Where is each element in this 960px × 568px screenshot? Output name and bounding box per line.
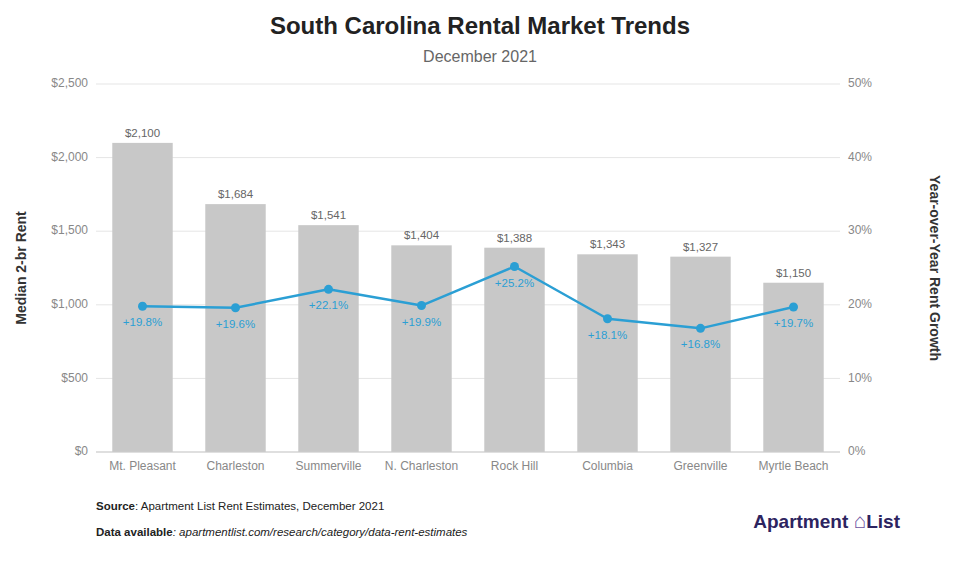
data-bold: Data available bbox=[96, 526, 173, 538]
bar-label: $1,684 bbox=[218, 188, 254, 200]
bar bbox=[577, 254, 637, 452]
line-label: +19.7% bbox=[774, 317, 813, 329]
grid-line bbox=[96, 84, 840, 85]
y2-tick-label: 30% bbox=[848, 223, 872, 237]
x-tick-label: Summerville bbox=[295, 459, 361, 473]
x-axis-line bbox=[96, 452, 840, 453]
data-labels: $2,100 $1,684 $1,541 $1,404 $1,388 $1,343 $1,3… bbox=[123, 127, 813, 350]
line-label: +18.1% bbox=[588, 329, 627, 341]
bar-label: $1,343 bbox=[590, 238, 625, 250]
bar-label: $2,100 bbox=[125, 127, 160, 139]
grid-line bbox=[96, 157, 840, 158]
y2-axis-label: Year-over-Year Rent Growth bbox=[927, 175, 943, 361]
line-marker bbox=[603, 314, 612, 323]
y2-tick-label: 20% bbox=[848, 297, 872, 311]
logo-part: Apartment bbox=[753, 511, 853, 532]
y2-tick-label: 40% bbox=[848, 150, 872, 164]
marks bbox=[112, 143, 823, 452]
line-label: +19.6% bbox=[216, 318, 255, 330]
subtitle: December 2021 bbox=[423, 48, 537, 65]
line-marker bbox=[696, 324, 705, 333]
line-label: +16.8% bbox=[681, 338, 720, 350]
source-bold: Source bbox=[96, 500, 135, 512]
y-tick-label: $1,000 bbox=[51, 297, 88, 311]
bar bbox=[112, 143, 172, 452]
source-text: : Apartment List Rent Estimates, Decembe… bbox=[135, 500, 384, 512]
x-tick-label: Charleston bbox=[206, 459, 264, 473]
grid-line bbox=[96, 452, 840, 453]
y-tick-label: $1,500 bbox=[51, 223, 88, 237]
line-label: +19.9% bbox=[402, 316, 441, 328]
x-tick-label: Mt. Pleasant bbox=[109, 459, 176, 473]
bar bbox=[298, 225, 358, 452]
y-tick-label: $2,500 bbox=[51, 76, 88, 90]
line-label: +25.2% bbox=[495, 277, 534, 289]
data-text: : apartmentlist.com/research/category/da… bbox=[173, 526, 468, 538]
y2-tick-label: 0% bbox=[848, 444, 866, 458]
line-marker bbox=[138, 302, 147, 311]
x-tick-label: N. Charleston bbox=[385, 459, 458, 473]
x-tick-label: Greenville bbox=[673, 459, 727, 473]
line-label: +22.1% bbox=[309, 299, 348, 311]
bar bbox=[205, 204, 265, 452]
line-marker bbox=[417, 301, 426, 310]
title: South Carolina Rental Market Trends bbox=[270, 12, 690, 39]
chart: South Carolina Rental Market Trends Decem… bbox=[0, 0, 960, 568]
line-marker bbox=[510, 262, 519, 271]
x-tick-label: Rock Hill bbox=[491, 459, 538, 473]
source-note: Source: Apartment List Rent Estimates, D… bbox=[96, 500, 384, 512]
logo-icon: ⌂ bbox=[854, 509, 867, 532]
data-note: Data available: apartmentlist.com/resear… bbox=[96, 526, 468, 538]
line-marker bbox=[324, 285, 333, 294]
bar bbox=[763, 283, 823, 452]
bar-label: $1,150 bbox=[776, 267, 811, 279]
bar bbox=[670, 257, 730, 452]
x-tick-label: Columbia bbox=[582, 459, 633, 473]
y-axis-label: Median 2-br Rent bbox=[13, 211, 29, 325]
bar-label: $1,327 bbox=[683, 241, 718, 253]
bar-label: $1,541 bbox=[311, 209, 346, 221]
line-label: +19.8% bbox=[123, 316, 162, 328]
x-tick-label: Myrtle Beach bbox=[758, 459, 828, 473]
line-marker bbox=[231, 303, 240, 312]
y-tick-label: $0 bbox=[75, 444, 89, 458]
y2-tick-label: 10% bbox=[848, 371, 872, 385]
y2-tick-label: 50% bbox=[848, 76, 872, 90]
logo-part: List bbox=[866, 511, 900, 532]
y-tick-label: $2,000 bbox=[51, 150, 88, 164]
y-tick-label: $500 bbox=[61, 371, 88, 385]
bar-label: $1,404 bbox=[404, 229, 440, 241]
bar-label: $1,388 bbox=[497, 232, 532, 244]
line-marker bbox=[789, 303, 798, 312]
grid bbox=[96, 84, 840, 452]
bar bbox=[391, 245, 451, 452]
logo: Apartment ⌂List bbox=[753, 509, 900, 532]
